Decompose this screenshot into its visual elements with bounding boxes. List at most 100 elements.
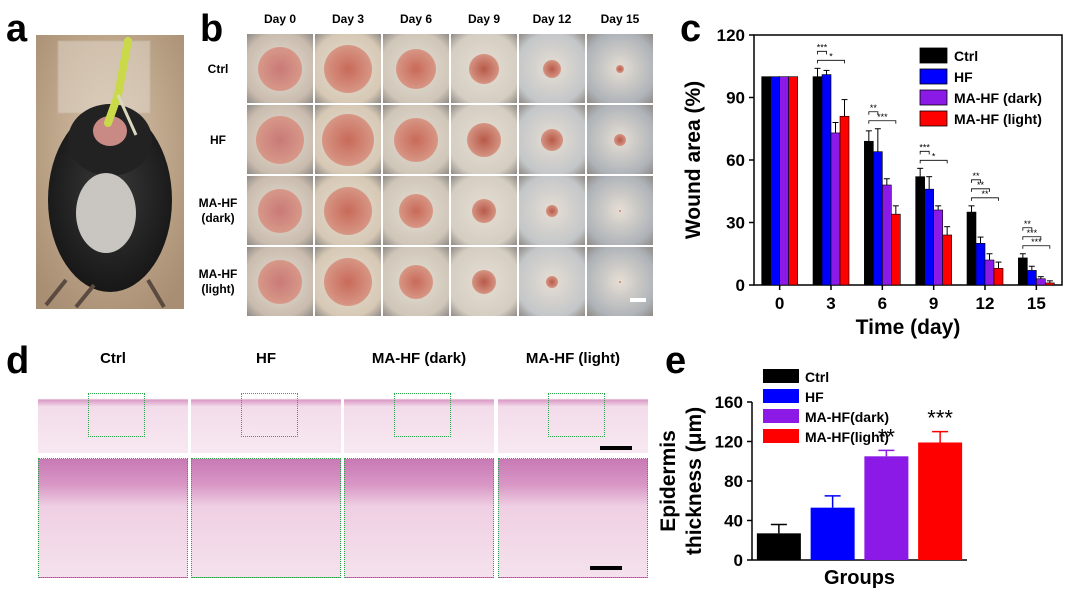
x-tick-label: 3	[826, 294, 835, 313]
scale-bar	[590, 566, 622, 570]
panel-label-a: a	[6, 8, 28, 50]
wound-spot	[258, 46, 302, 91]
legend-swatch	[919, 47, 948, 64]
y-tick-label: 120	[717, 26, 745, 45]
wound-photo	[383, 105, 449, 174]
group-row-label: MA-HF (dark)	[192, 196, 244, 226]
wound-photo	[587, 247, 653, 316]
zoom-region-box	[548, 393, 605, 437]
wound-spot	[469, 53, 499, 84]
bar	[770, 76, 780, 286]
wound-photo	[587, 176, 653, 245]
legend-swatch	[919, 68, 948, 85]
wound-spot	[616, 64, 624, 73]
group-row-label: MA-HF (light)	[192, 267, 244, 297]
wound-photo	[519, 176, 585, 245]
histology-group-label: MA-HF (dark)	[371, 350, 467, 367]
wound-photo	[451, 34, 517, 103]
wound-spot	[543, 59, 561, 78]
bar	[882, 184, 892, 286]
panel-label-e: e	[665, 340, 687, 382]
wound-photo	[451, 247, 517, 316]
day-label: Day 6	[399, 12, 433, 26]
wound-photo	[315, 105, 381, 174]
wound-spot	[258, 188, 302, 233]
wound-photo	[587, 105, 653, 174]
bar	[830, 132, 841, 286]
histology-overview-image	[344, 385, 494, 453]
bar	[821, 74, 832, 286]
bar	[810, 507, 855, 560]
group-row-label-line2: (dark)	[201, 211, 235, 225]
wound-spot	[256, 115, 304, 164]
wound-photo	[383, 247, 449, 316]
y-tick-label: 40	[724, 512, 743, 531]
wound-photo	[519, 247, 585, 316]
panel-label-c: c	[680, 8, 702, 50]
significance-bracket	[971, 179, 981, 183]
bar	[812, 76, 823, 286]
panel-label-b: b	[200, 8, 224, 50]
significance-label: **	[977, 180, 985, 190]
bar	[761, 76, 771, 286]
wound-spot	[472, 269, 496, 294]
significance-label: **	[981, 189, 989, 199]
bar	[756, 533, 801, 560]
histology-group-label: Ctrl	[100, 350, 126, 367]
x-tick-label: 0	[775, 294, 784, 313]
significance-label: **	[878, 424, 896, 449]
day-label: Day 3	[331, 12, 365, 26]
wound-photo	[315, 176, 381, 245]
wound-photo	[451, 176, 517, 245]
x-axis-label: Groups	[824, 567, 895, 589]
histology-zoom-image	[191, 458, 341, 578]
group-row-label: Ctrl	[192, 62, 244, 77]
x-tick-label: 12	[976, 294, 995, 313]
plot-frame	[753, 34, 1063, 286]
wound-photo	[519, 34, 585, 103]
wound-spot	[394, 117, 438, 162]
significance-label: *	[932, 151, 936, 161]
panel-label-d: d	[6, 340, 30, 382]
bar	[1027, 270, 1037, 286]
significance-label: ***	[877, 112, 888, 122]
x-tick-label: 9	[929, 294, 938, 313]
wound-photo	[247, 105, 313, 174]
day-label: Day 0	[263, 12, 297, 26]
significance-bracket	[919, 159, 948, 164]
legend-label: Ctrl	[954, 48, 978, 64]
significance-label: *	[829, 51, 833, 61]
significance-bracket	[1022, 227, 1033, 231]
significance-label: **	[972, 171, 980, 181]
legend-label: MA-HF (dark)	[954, 90, 1042, 106]
bar	[864, 140, 874, 286]
mouse-photo	[36, 35, 184, 309]
wound-spot	[396, 48, 436, 89]
significance-bracket	[1022, 236, 1042, 240]
y-tick-label: 160	[715, 393, 743, 412]
legend-label: HF	[805, 389, 824, 405]
histology-zoom-image	[344, 458, 494, 578]
scale-bar	[630, 298, 646, 302]
x-tick-label: 15	[1027, 294, 1046, 313]
wound-spot	[399, 193, 433, 228]
bar	[924, 188, 934, 286]
y-tick-label: 80	[724, 472, 743, 491]
significance-bracket	[817, 50, 827, 55]
bar	[993, 268, 1004, 286]
bar	[1036, 278, 1046, 286]
bar	[1018, 257, 1028, 286]
significance-bracket	[1022, 245, 1051, 249]
x-tick-label: 6	[878, 294, 887, 313]
legend-swatch	[763, 389, 799, 403]
wound-photo	[315, 34, 381, 103]
legend-swatch	[763, 429, 799, 443]
significance-bracket	[971, 188, 990, 192]
zoom-region-box	[241, 393, 298, 437]
wound-spot	[258, 259, 302, 304]
zoom-region-box	[88, 393, 145, 437]
day-label: Day 9	[467, 12, 501, 26]
significance-bracket	[919, 150, 930, 155]
